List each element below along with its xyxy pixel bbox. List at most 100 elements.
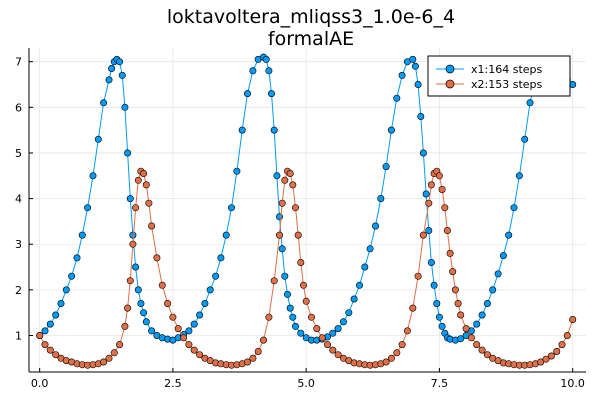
data-point bbox=[457, 335, 465, 343]
data-point bbox=[36, 331, 44, 339]
data-point bbox=[302, 297, 310, 305]
data-point bbox=[129, 231, 137, 239]
data-point bbox=[118, 71, 126, 79]
data-point bbox=[515, 172, 523, 180]
data-point bbox=[174, 325, 182, 333]
data-point bbox=[323, 341, 331, 349]
data-point bbox=[126, 277, 134, 285]
data-point bbox=[483, 351, 491, 359]
data-point bbox=[134, 286, 142, 294]
data-point bbox=[478, 311, 486, 319]
data-point bbox=[78, 231, 86, 239]
data-point bbox=[409, 304, 417, 312]
data-point bbox=[339, 318, 347, 326]
data-point bbox=[124, 304, 132, 312]
data-point bbox=[547, 352, 555, 360]
series-x1 bbox=[36, 53, 577, 344]
data-point bbox=[403, 327, 411, 335]
data-point bbox=[270, 126, 278, 134]
data-point bbox=[334, 325, 342, 333]
x-tick-label: 2.5 bbox=[164, 377, 182, 390]
data-point bbox=[414, 272, 422, 280]
data-point bbox=[318, 334, 326, 342]
legend-label-x1: x1:164 steps bbox=[471, 63, 543, 76]
data-point bbox=[148, 327, 156, 335]
data-point bbox=[244, 90, 252, 98]
data-point bbox=[438, 186, 446, 194]
data-point bbox=[329, 329, 337, 337]
legend-label-x2: x2:153 steps bbox=[471, 78, 543, 91]
data-point bbox=[563, 331, 571, 339]
data-point bbox=[73, 254, 81, 262]
data-point bbox=[110, 349, 118, 357]
data-point bbox=[116, 58, 124, 66]
data-point bbox=[473, 341, 481, 349]
data-point bbox=[294, 231, 302, 239]
data-point bbox=[108, 65, 116, 73]
data-point bbox=[41, 341, 49, 349]
data-point bbox=[169, 313, 177, 321]
y-tick-label: 5 bbox=[15, 147, 22, 160]
data-point bbox=[291, 322, 299, 330]
data-point bbox=[283, 290, 291, 298]
data-point bbox=[100, 99, 108, 107]
y-tick-label: 1 bbox=[15, 329, 22, 342]
data-point bbox=[419, 231, 427, 239]
data-point bbox=[132, 204, 140, 212]
data-point bbox=[270, 277, 278, 285]
data-point bbox=[355, 281, 363, 289]
data-point bbox=[129, 240, 137, 248]
data-point bbox=[398, 71, 406, 79]
data-point bbox=[425, 227, 433, 235]
data-point bbox=[222, 231, 230, 239]
data-point bbox=[411, 62, 419, 70]
data-point bbox=[84, 204, 92, 212]
data-point bbox=[558, 341, 566, 349]
data-point bbox=[422, 190, 430, 198]
data-point bbox=[478, 346, 486, 354]
data-point bbox=[454, 299, 462, 307]
data-point bbox=[52, 351, 60, 359]
data-point bbox=[419, 149, 427, 157]
data-point bbox=[329, 346, 337, 354]
data-point bbox=[433, 299, 441, 307]
data-point bbox=[526, 99, 534, 107]
data-point bbox=[427, 181, 435, 189]
data-point bbox=[52, 311, 60, 319]
data-point bbox=[62, 286, 70, 294]
data-point bbox=[569, 315, 577, 323]
axes bbox=[28, 48, 586, 373]
legend-marker-x1 bbox=[445, 64, 455, 74]
data-point bbox=[377, 195, 385, 203]
data-point bbox=[467, 334, 475, 342]
y-tick-label: 3 bbox=[15, 238, 22, 251]
data-point bbox=[443, 227, 451, 235]
data-point bbox=[244, 358, 252, 366]
legend: x1:164 steps x2:153 steps bbox=[427, 55, 571, 97]
data-point bbox=[489, 286, 497, 294]
data-point bbox=[265, 313, 273, 321]
data-point bbox=[201, 299, 209, 307]
data-point bbox=[126, 195, 134, 203]
data-point bbox=[438, 322, 446, 330]
data-point bbox=[185, 327, 193, 335]
data-point bbox=[41, 327, 49, 335]
data-point bbox=[553, 347, 561, 355]
data-point bbox=[100, 358, 108, 366]
data-point bbox=[398, 341, 406, 349]
data-point bbox=[190, 346, 198, 354]
data-point bbox=[393, 94, 401, 102]
data-point bbox=[132, 263, 140, 271]
data-point bbox=[145, 199, 153, 207]
data-point bbox=[57, 299, 65, 307]
data-point bbox=[153, 254, 161, 262]
data-point bbox=[297, 329, 305, 337]
data-point bbox=[46, 320, 54, 328]
data-point bbox=[281, 272, 289, 280]
data-point bbox=[273, 172, 281, 180]
data-point bbox=[286, 170, 294, 178]
data-point bbox=[441, 204, 449, 212]
data-point bbox=[217, 254, 225, 262]
data-point bbox=[249, 67, 257, 75]
data-point bbox=[382, 163, 390, 171]
